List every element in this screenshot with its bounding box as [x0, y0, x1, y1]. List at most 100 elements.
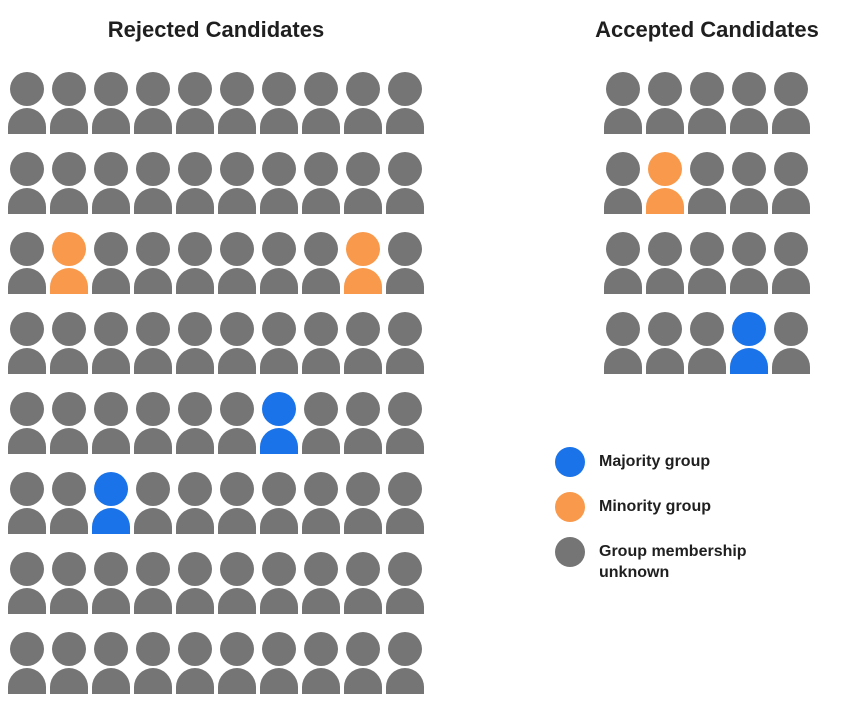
person-head	[262, 72, 296, 106]
person-head	[304, 472, 338, 506]
person-head	[262, 392, 296, 426]
person-torso	[260, 348, 298, 374]
person-head	[262, 552, 296, 586]
person-torso	[302, 668, 340, 694]
person-head	[10, 632, 44, 666]
person-head	[648, 232, 682, 266]
person-icon-unknown	[8, 472, 46, 534]
person-torso	[176, 268, 214, 294]
person-torso	[218, 348, 256, 374]
person-torso	[92, 188, 130, 214]
person-head	[648, 152, 682, 186]
person-torso	[344, 668, 382, 694]
legend-item-majority: Majority group	[555, 447, 769, 477]
person-head	[606, 72, 640, 106]
person-torso	[386, 668, 424, 694]
person-torso	[386, 428, 424, 454]
person-icon-unknown	[646, 232, 684, 294]
person-head	[94, 152, 128, 186]
person-torso	[604, 348, 642, 374]
person-torso	[344, 428, 382, 454]
person-head	[178, 632, 212, 666]
person-icon-unknown	[218, 312, 256, 374]
person-icon-unknown	[386, 392, 424, 454]
person-head	[690, 232, 724, 266]
person-head	[178, 152, 212, 186]
person-icon-unknown	[688, 312, 726, 374]
person-head	[304, 312, 338, 346]
person-head	[690, 72, 724, 106]
person-torso	[218, 588, 256, 614]
person-torso	[92, 428, 130, 454]
person-head	[732, 312, 766, 346]
person-icon-unknown	[134, 552, 172, 614]
person-icon-unknown	[92, 232, 130, 294]
person-torso	[604, 268, 642, 294]
person-torso	[604, 188, 642, 214]
person-torso	[176, 348, 214, 374]
person-row	[604, 312, 810, 374]
person-head	[346, 392, 380, 426]
person-torso	[302, 348, 340, 374]
person-torso	[344, 588, 382, 614]
person-head	[136, 232, 170, 266]
person-icon-unknown	[730, 72, 768, 134]
person-head	[388, 552, 422, 586]
person-icon-unknown	[134, 632, 172, 694]
accepted-title: Accepted Candidates	[595, 17, 819, 42]
person-icon-unknown	[218, 232, 256, 294]
person-torso	[386, 348, 424, 374]
person-icon-unknown	[92, 72, 130, 134]
legend-item-minority: Minority group	[555, 492, 769, 522]
person-row	[604, 152, 810, 214]
person-head	[94, 232, 128, 266]
person-torso	[604, 108, 642, 134]
person-torso	[50, 348, 88, 374]
person-icon-minority	[646, 152, 684, 214]
person-head	[52, 552, 86, 586]
person-icon-unknown	[218, 632, 256, 694]
person-icon-unknown	[604, 152, 642, 214]
person-torso	[176, 508, 214, 534]
person-icon-unknown	[8, 552, 46, 614]
person-head	[136, 552, 170, 586]
person-head	[94, 392, 128, 426]
person-torso	[134, 348, 172, 374]
person-head	[10, 552, 44, 586]
person-icon-unknown	[218, 472, 256, 534]
rejected-title: Rejected Candidates	[107, 17, 325, 42]
person-icon-unknown	[176, 312, 214, 374]
person-icon-unknown	[176, 472, 214, 534]
person-head	[10, 392, 44, 426]
person-head	[178, 552, 212, 586]
person-torso	[260, 428, 298, 454]
person-icon-unknown	[772, 72, 810, 134]
rejected-candidates-panel: Rejected Candidates	[8, 16, 424, 694]
person-icon-unknown	[344, 312, 382, 374]
person-head	[52, 632, 86, 666]
person-icon-unknown	[604, 312, 642, 374]
person-icon-unknown	[772, 232, 810, 294]
person-row	[8, 392, 424, 454]
person-torso	[646, 268, 684, 294]
person-icon-unknown	[344, 392, 382, 454]
person-icon-unknown	[176, 232, 214, 294]
person-torso	[302, 268, 340, 294]
person-torso	[344, 188, 382, 214]
person-icon-unknown	[260, 472, 298, 534]
person-head	[262, 232, 296, 266]
person-torso	[302, 508, 340, 534]
person-icon-unknown	[8, 312, 46, 374]
person-torso	[176, 428, 214, 454]
person-head	[10, 312, 44, 346]
person-icon-unknown	[386, 312, 424, 374]
person-torso	[134, 108, 172, 134]
person-torso	[134, 188, 172, 214]
person-icon-unknown	[8, 72, 46, 134]
person-head	[648, 72, 682, 106]
person-head	[52, 152, 86, 186]
person-icon-unknown	[134, 152, 172, 214]
person-torso	[218, 668, 256, 694]
person-row	[604, 72, 810, 134]
